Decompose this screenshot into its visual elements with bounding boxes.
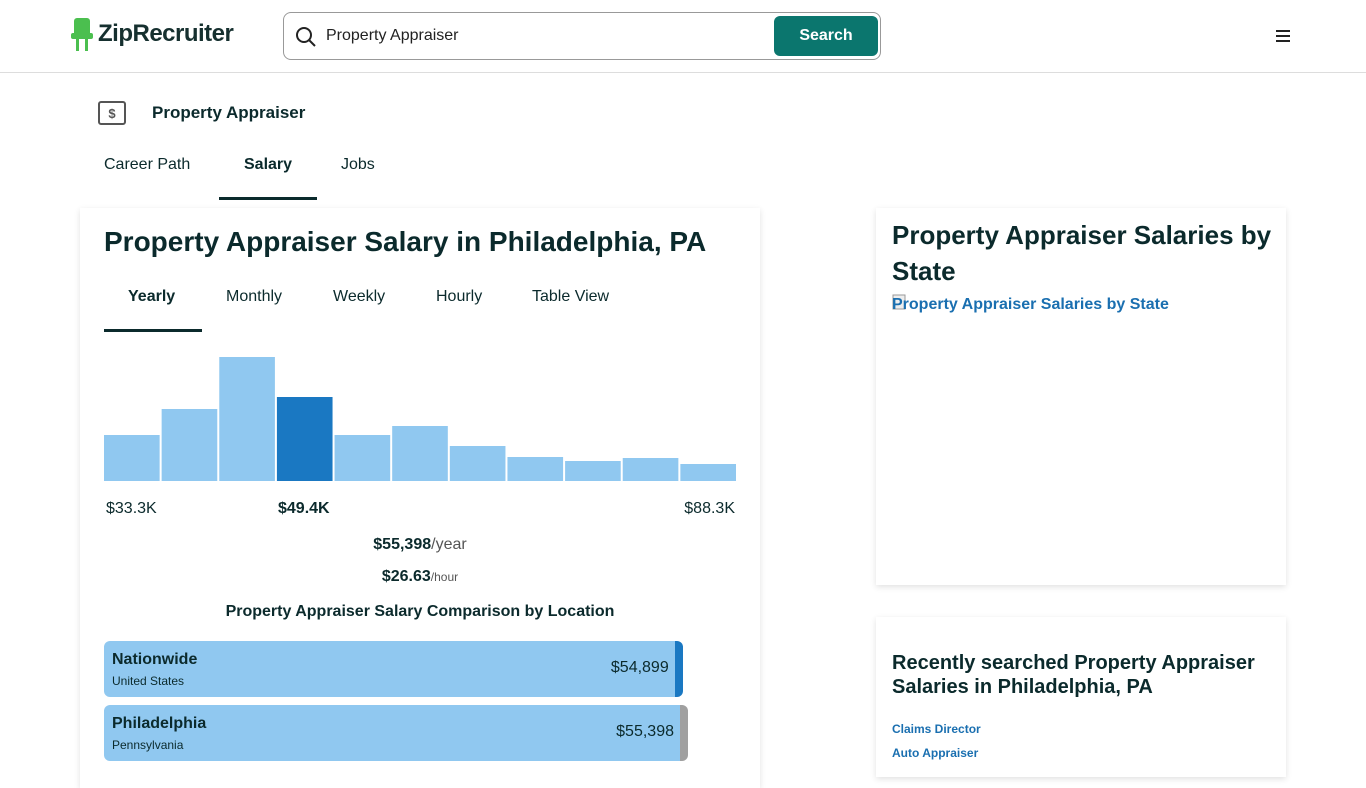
histogram [104, 357, 736, 481]
page-title: Property Appraiser [152, 103, 306, 122]
search-box[interactable] [283, 12, 881, 60]
recent-title: Recently searched Property Appraiser Sal… [892, 652, 1255, 698]
histogram-bar [219, 357, 275, 481]
histogram-bar [334, 435, 391, 481]
tab[interactable]: Salary [244, 156, 293, 173]
comparison-title: Property Appraiser Salary Comparison by … [225, 603, 615, 620]
hourly-unit: /hour [430, 570, 459, 584]
period-underline [104, 329, 202, 332]
logo[interactable]: ZipRecruiter [98, 20, 234, 47]
svg-text:$: $ [108, 106, 116, 121]
range-high: $88.3K [684, 500, 735, 517]
comparison-bar: Philadelphia Pennsylvania $55,398 [104, 705, 688, 761]
location-name: Nationwide [112, 651, 198, 668]
location-salary: $55,398 [616, 723, 674, 740]
state-image-alt[interactable]: Property Appraiser Salaries by State [892, 296, 1169, 313]
histogram-bar [276, 397, 333, 481]
histogram-bar [680, 464, 736, 481]
tab[interactable]: Jobs [341, 156, 375, 173]
period-tab[interactable]: Weekly [333, 288, 386, 305]
header: ZipRecruiter Property Appraiser Search [0, 0, 1366, 73]
hourly-pay: $26.63/hour [104, 568, 736, 586]
location-sub: Pennsylvania [112, 738, 184, 752]
histogram-bar [622, 458, 679, 481]
broken-image-icon [892, 294, 906, 310]
period-tab[interactable]: Yearly [128, 288, 176, 305]
state-title: Property Appraiser Salaries by State [892, 220, 1272, 286]
page: ZipRecruiter Property Appraiser Search $… [0, 0, 1366, 761]
range-low: $33.3K [106, 500, 157, 517]
comparison-bar: Nationwide United States $54,899 [104, 641, 683, 697]
period-tab[interactable]: Hourly [436, 288, 483, 305]
period-tab[interactable]: Table View [532, 288, 610, 305]
tab[interactable]: Career Path [104, 156, 191, 173]
search-input[interactable]: Property Appraiser [326, 27, 459, 44]
salary-title: Property Appraiser Salary in Philadelphi… [104, 226, 707, 257]
salary-icon: $ [98, 101, 126, 125]
histogram-bar [507, 457, 564, 481]
search-button[interactable]: Search [774, 16, 878, 56]
hourly-amount: $26.63 [381, 568, 431, 585]
yearly-pay: $55,398/year [104, 536, 736, 554]
histogram-bar [449, 446, 506, 481]
recent-link[interactable]: Auto Appraiser [892, 746, 979, 760]
tab-underline [219, 197, 317, 200]
state-card [876, 208, 1286, 585]
logo-icon [71, 18, 93, 51]
location-name: Philadelphia [112, 715, 207, 732]
yearly-amount: $55,398 [373, 536, 432, 553]
recent-link[interactable]: Claims Director [892, 722, 981, 736]
yearly-unit: /year [431, 536, 467, 553]
histogram-bar [565, 461, 621, 481]
histogram-bar [392, 426, 448, 481]
recent-card [876, 617, 1286, 777]
histogram-bar [161, 409, 218, 481]
period-tab[interactable]: Monthly [226, 288, 283, 305]
histogram-bar [104, 435, 160, 481]
menu-button[interactable] [1276, 29, 1292, 43]
location-salary: $54,899 [610, 659, 669, 676]
range-mid: $49.4K [278, 500, 330, 517]
salary-card [80, 208, 760, 788]
search-icon [296, 27, 316, 47]
location-sub: United States [112, 674, 185, 688]
